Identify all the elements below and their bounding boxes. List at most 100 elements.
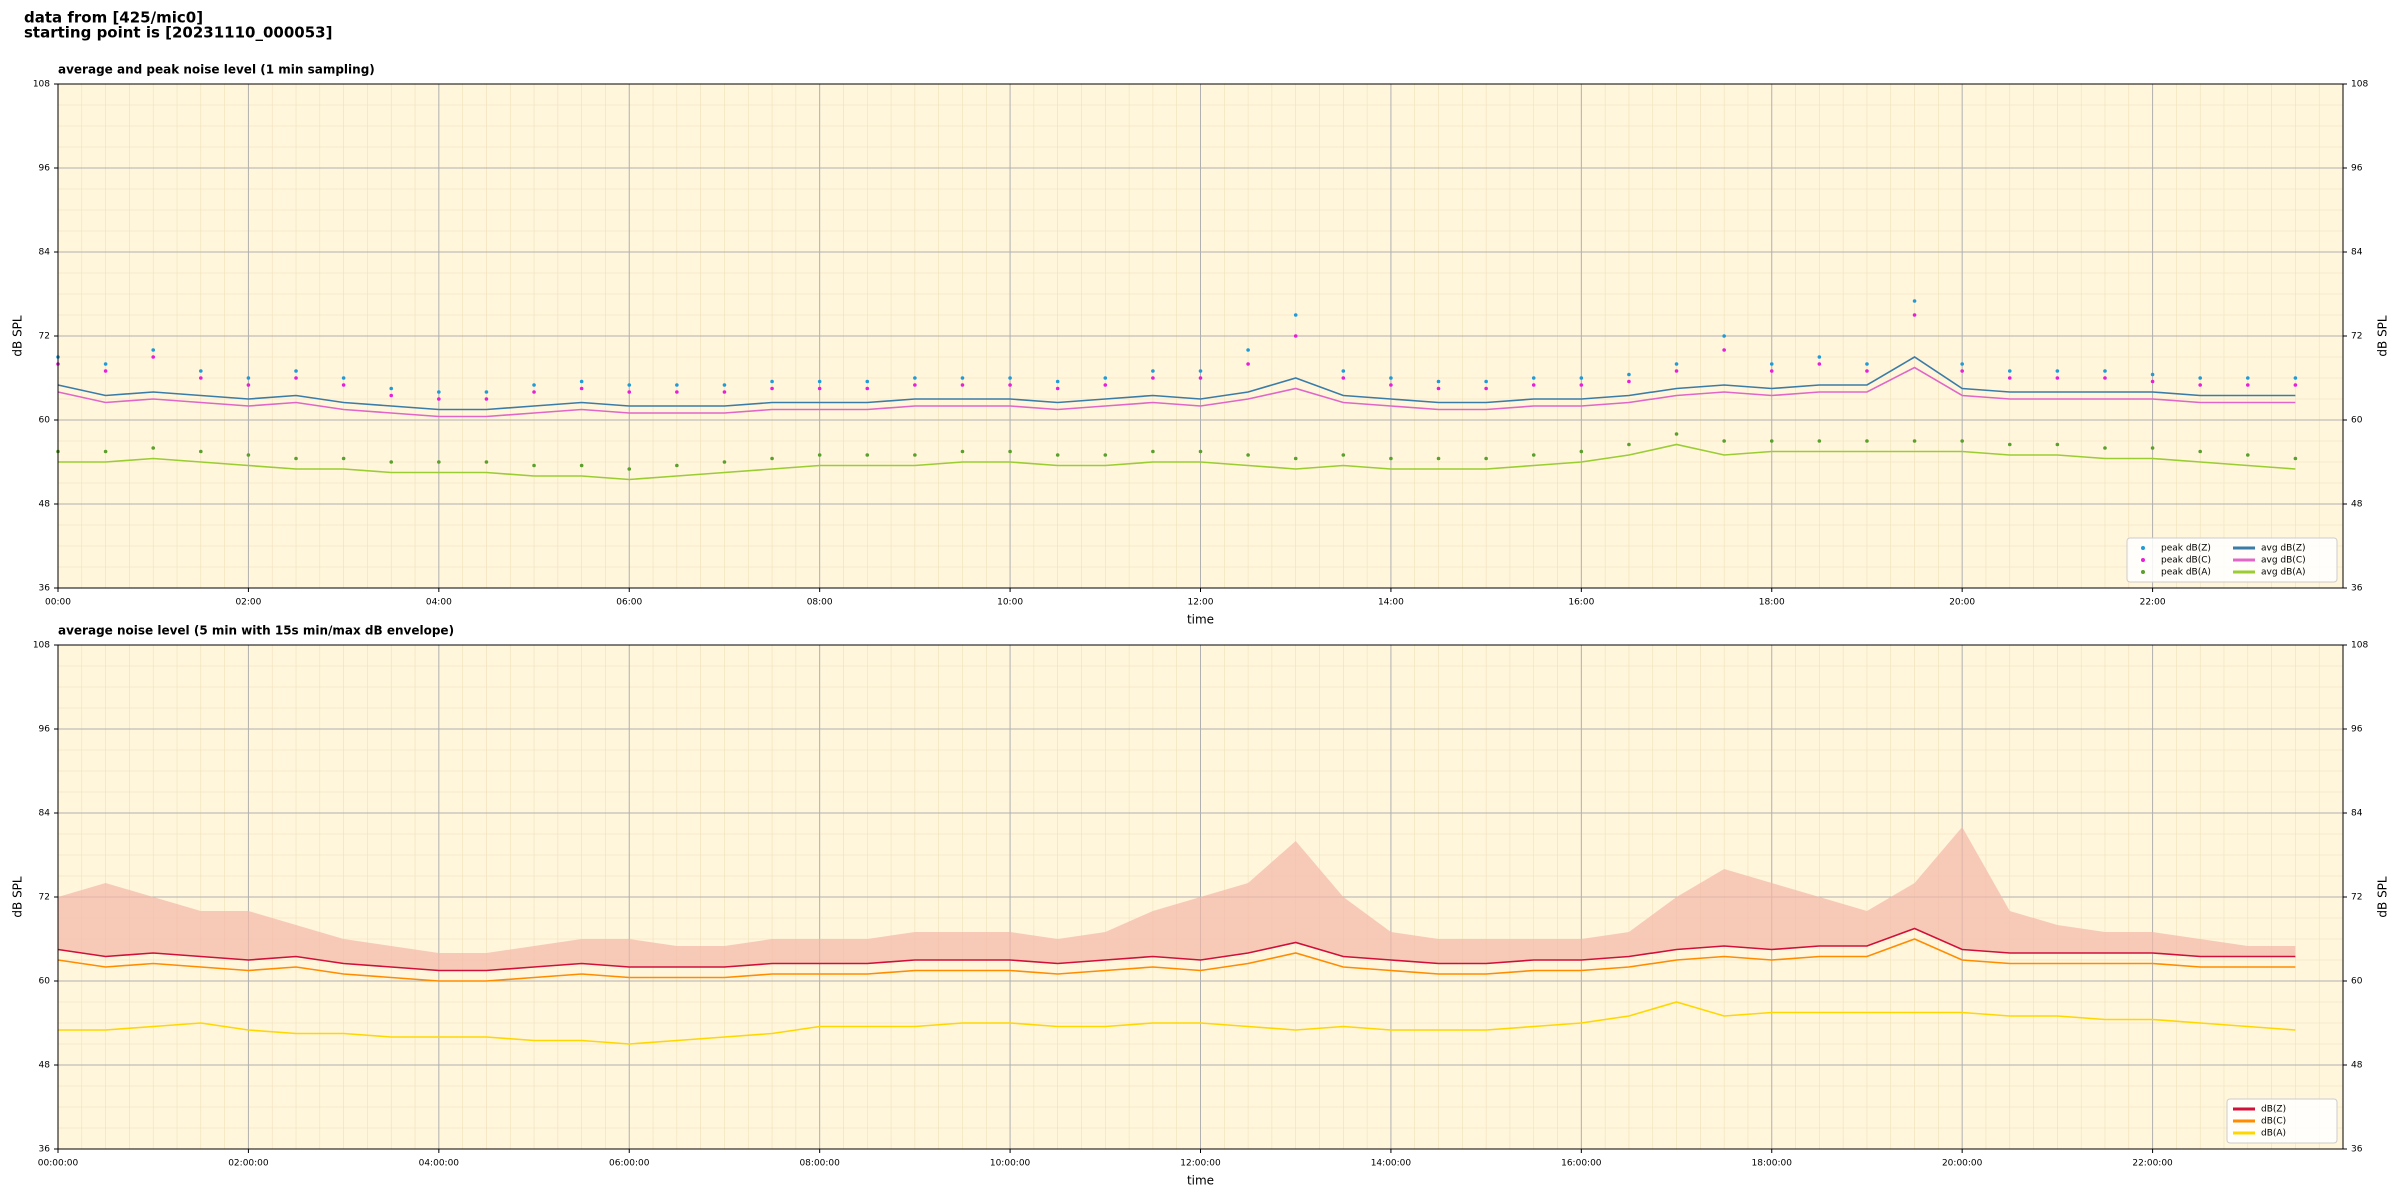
y-tick-label: 96 xyxy=(2351,164,2363,174)
peak-point xyxy=(1151,449,1155,454)
header-line: data from [425/mic0] xyxy=(24,9,203,27)
peak-point xyxy=(675,383,679,387)
peak-point xyxy=(1960,369,1964,373)
series-line xyxy=(57,366,2296,418)
peak-point xyxy=(2198,376,2202,380)
peak-point xyxy=(294,369,298,373)
peak-point xyxy=(1198,369,1203,373)
y-axis-label: dB SPL xyxy=(11,876,25,918)
y-tick-label: 36 xyxy=(2351,584,2363,594)
peak-point xyxy=(1865,369,1869,373)
x-tick-label: 14:00 xyxy=(1378,598,1404,608)
peak-point xyxy=(1865,439,1869,443)
y-tick-label: 36 xyxy=(2351,1145,2363,1155)
peak-point xyxy=(865,379,870,384)
x-tick-label: 16:00 xyxy=(1568,598,1594,608)
peak-point xyxy=(722,460,727,464)
legend-marker xyxy=(2141,546,2145,550)
legend-label: avg dB(A) xyxy=(2261,568,2305,578)
peak-point xyxy=(294,376,298,380)
y-tick-label: 60 xyxy=(39,416,51,426)
y-tick-label: 96 xyxy=(2351,725,2363,735)
peak-point xyxy=(1151,376,1155,380)
peak-point xyxy=(627,383,632,387)
peak-point xyxy=(627,390,632,394)
peak-point xyxy=(817,453,822,457)
peak-point xyxy=(1674,432,1679,436)
peak-point xyxy=(913,453,917,457)
legend-marker xyxy=(2141,558,2145,562)
y-tick-label: 84 xyxy=(2351,248,2363,258)
y-tick-label: 60 xyxy=(2351,977,2363,987)
peak-point xyxy=(341,456,346,461)
peak-point xyxy=(2055,376,2060,380)
peak-point xyxy=(1627,442,1631,447)
peak-point xyxy=(1055,453,1060,457)
peak-point xyxy=(484,397,489,401)
y-tick-label: 108 xyxy=(2351,80,2368,90)
series-line xyxy=(57,356,2296,411)
legend-label: avg dB(C) xyxy=(2261,556,2306,566)
peak-point xyxy=(1436,386,1441,391)
peak-point xyxy=(2245,383,2250,387)
peak-point xyxy=(627,467,632,471)
peak-point xyxy=(1341,453,1346,457)
y-tick-label: 72 xyxy=(39,332,50,342)
peak-point xyxy=(103,369,108,373)
x-tick-label: 20:00 xyxy=(1949,598,1975,608)
peak-point xyxy=(294,456,298,461)
peak-point xyxy=(1627,379,1631,384)
peak-point xyxy=(246,376,251,380)
peak-point xyxy=(817,386,822,391)
peak-point xyxy=(2150,446,2155,450)
peak-point xyxy=(2293,456,2298,461)
peak-point xyxy=(1103,453,1108,457)
plot-frame xyxy=(57,644,2344,1150)
peak-point xyxy=(103,449,108,454)
x-tick-label: 08:00 xyxy=(807,598,833,608)
x-tick-label: 18:00 xyxy=(1759,598,1785,608)
plot-title: average and peak noise level (1 min samp… xyxy=(58,63,375,77)
peak-point xyxy=(1436,379,1441,384)
x-tick-label: 14:00:00 xyxy=(1371,1159,1412,1169)
peak-point xyxy=(2293,383,2298,387)
peak-point xyxy=(770,386,774,391)
legend-label: avg dB(Z) xyxy=(2261,544,2306,554)
series-line xyxy=(57,927,2296,972)
peak-point xyxy=(2007,376,2012,380)
peak-point xyxy=(1531,376,1536,380)
peak-point xyxy=(1484,379,1488,384)
peak-point xyxy=(151,348,156,352)
peak-point xyxy=(1722,348,1726,352)
peak-point xyxy=(1008,376,1012,380)
peak-point xyxy=(103,362,108,366)
legend-label: peak dB(A) xyxy=(2161,568,2211,578)
x-tick-label: 22:00 xyxy=(2140,598,2166,608)
y-tick-label: 72 xyxy=(2351,893,2362,903)
x-tick-label: 02:00 xyxy=(235,598,261,608)
peak-point xyxy=(1484,456,1488,461)
peak-point xyxy=(2103,369,2107,373)
peak-point xyxy=(1103,383,1108,387)
peak-point xyxy=(913,383,917,387)
peak-point xyxy=(770,379,774,384)
peak-point xyxy=(1436,456,1441,461)
peak-point xyxy=(1293,456,1298,461)
peak-point xyxy=(2150,372,2155,377)
x-tick-label: 04:00 xyxy=(426,598,452,608)
peak-point xyxy=(913,376,917,380)
peak-point xyxy=(1103,376,1108,380)
peak-point xyxy=(1627,372,1631,377)
peak-point xyxy=(1389,456,1393,461)
peak-point xyxy=(437,390,441,394)
peak-point xyxy=(199,376,203,380)
y-tick-label: 108 xyxy=(2351,641,2368,651)
peak-point xyxy=(437,397,441,401)
peak-point xyxy=(1579,383,1584,387)
peak-point xyxy=(1198,449,1203,454)
peak-point xyxy=(1817,439,1822,443)
peak-point xyxy=(1008,383,1012,387)
peak-point xyxy=(2007,442,2012,447)
